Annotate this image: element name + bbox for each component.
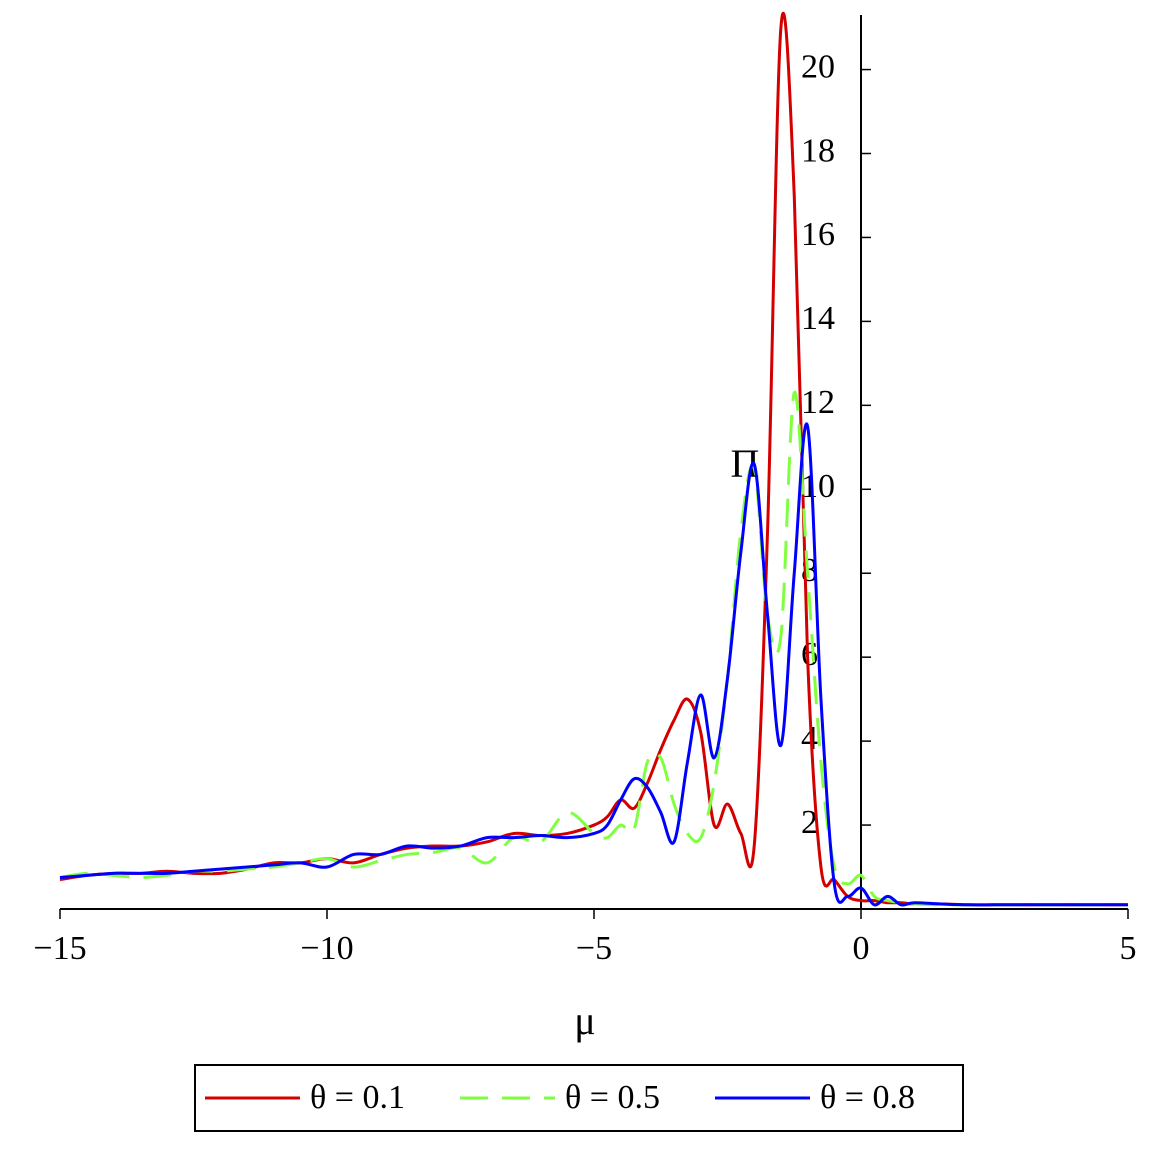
legend-label: θ = 0.8 (820, 1079, 915, 1116)
x-tick-label: −15 (33, 930, 86, 967)
y-tick-label: 10 (801, 468, 835, 505)
y-tick-label: 20 (801, 48, 835, 85)
legend-box (194, 1064, 964, 1132)
series-line (59, 390, 1128, 907)
legend-label: θ = 0.1 (310, 1079, 405, 1116)
y-tick-label: 12 (801, 384, 835, 421)
x-tick-label: 5 (1120, 930, 1137, 967)
y-tick-label: 4 (801, 720, 818, 757)
x-axis-label: μ (574, 998, 595, 1043)
y-tick-label: 14 (801, 300, 835, 337)
y-tick-label: 16 (801, 216, 835, 253)
y-tick-label: 18 (801, 132, 835, 169)
series-line (59, 11, 1128, 907)
x-tick-label: −10 (300, 930, 353, 967)
y-tick-label: 2 (801, 804, 818, 841)
x-tick-label: −5 (576, 930, 612, 967)
legend-label: θ = 0.5 (565, 1079, 660, 1116)
x-tick-label: 0 (853, 930, 870, 967)
series-line (59, 422, 1128, 907)
